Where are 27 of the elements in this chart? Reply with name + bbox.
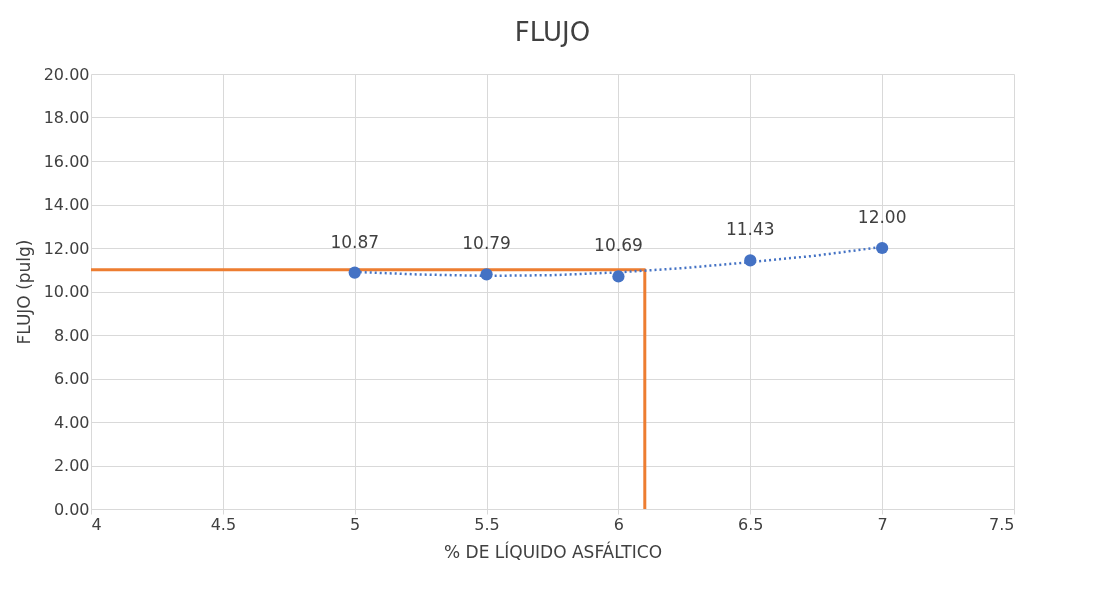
y-tick-label: 12.00 — [43, 238, 90, 258]
data-label: 10.69 — [594, 235, 643, 256]
data-label: 12.00 — [857, 207, 907, 227]
y-tick-label: 6.00 — [53, 369, 90, 388]
x-tick-label: 5 — [350, 514, 361, 534]
x-tick-label: 5.5 — [474, 514, 500, 534]
x-tick-label: 7.5 — [989, 514, 1015, 534]
data-label: 10.79 — [462, 233, 511, 254]
x-tick-label: 6.5 — [738, 514, 764, 534]
y-tick-label: 20.00 — [43, 64, 90, 84]
data-label: 10.87 — [330, 231, 380, 252]
data-label: 11.43 — [725, 219, 775, 240]
y-tick-label: 8.00 — [53, 325, 90, 345]
y-tick-label: 16.00 — [43, 151, 90, 171]
x-tick-label: 7 — [877, 514, 888, 534]
x-tick-label: 4.5 — [210, 514, 237, 534]
y-tick-label: 4.00 — [53, 412, 90, 432]
y-tick-label: 0.00 — [53, 499, 90, 519]
x-tick-label: 4 — [91, 514, 102, 534]
x-axis-title: % DE LÍQUIDO ASFÁLTICO — [443, 540, 663, 562]
y-axis-title: FLUJO (pulg) — [13, 239, 34, 345]
y-tick-label: 14.00 — [43, 195, 90, 214]
y-tick-label: 18.00 — [43, 108, 90, 127]
x-tick-label: 6 — [613, 514, 625, 534]
y-tick-label: 2.00 — [53, 456, 90, 475]
y-tick-label: 10.00 — [43, 282, 90, 301]
chart-title: FLUJO — [514, 17, 591, 47]
